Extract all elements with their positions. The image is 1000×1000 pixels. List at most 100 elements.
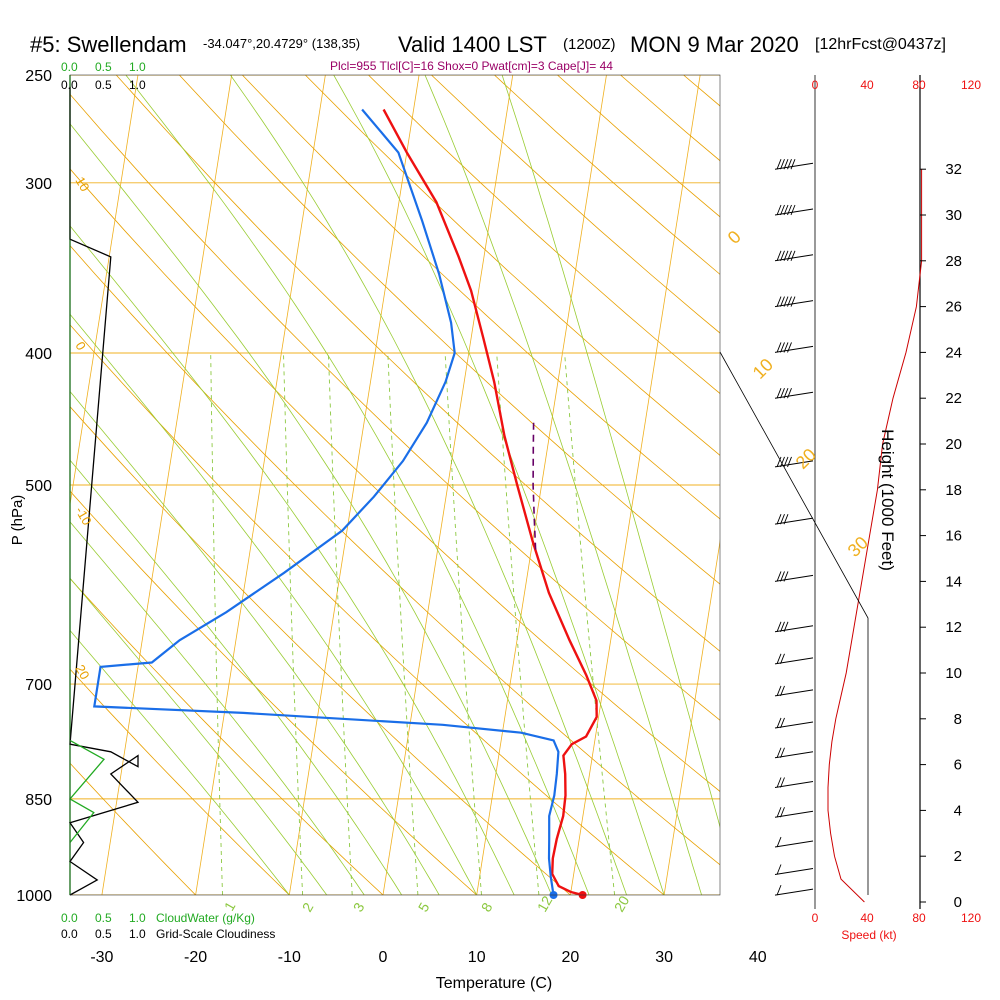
p-tick-400: 400: [25, 346, 52, 363]
panel-boundary: [719, 351, 869, 895]
wind-barb-7-flag-1: [780, 685, 785, 697]
moist-adiabat-2: [70, 459, 403, 895]
height-tick-4: 4: [954, 802, 962, 819]
wind-barb-7-flag-0: [776, 685, 782, 697]
height-axis-title: Height (1000 Feet): [878, 429, 897, 571]
wind-barb-4-flag-0: [776, 777, 782, 788]
height-tick-12: 12: [945, 619, 962, 636]
p-tick-250: 250: [25, 68, 52, 85]
wind-barb-5-flag-0: [776, 747, 782, 758]
mixing-ratio-label-1: 2: [299, 900, 317, 915]
moist-adiabat-22: [125, 75, 590, 895]
cloudwater-top-ticks: 0.0 0.5 1.0: [61, 60, 146, 74]
dry-adiabat--20: [70, 762, 196, 895]
x-axis-title: Temperature (C): [436, 975, 552, 992]
wind-barb-10-flag-1: [780, 571, 785, 582]
cl-bot-tick-0: 0.0: [61, 927, 78, 941]
clipped-grid: [70, 75, 720, 895]
dry-adiabat-90: [242, 75, 720, 520]
wind-barb-0: [774, 888, 814, 896]
mixing-ratio-label-3: 5: [415, 900, 433, 915]
cw-top-tick-0: 0.0: [61, 60, 78, 74]
wind-barb-9-flag-1: [780, 621, 785, 632]
wind-barb-14-flag-2: [783, 342, 789, 353]
dry-adiabat-label-2: -10: [72, 504, 94, 528]
dry-adiabat-40: [70, 245, 720, 866]
plot-frame: [69, 74, 721, 896]
height-tick-24: 24: [945, 344, 962, 361]
speed-bot-tick-2: 80: [912, 911, 926, 925]
height-tick-22: 22: [945, 390, 962, 407]
speed-bottom-ticks: 0 40 80 120 Speed (kt): [812, 911, 982, 942]
height-tick-28: 28: [945, 253, 962, 270]
forecast-date: MON 9 Mar 2020: [630, 32, 799, 57]
moist-adiabat--6: [70, 577, 328, 895]
wind-barb-8-flag-1: [780, 653, 785, 665]
moist-adiabat-38: [501, 75, 720, 829]
isotherm--20: [195, 75, 326, 895]
moist-adiabat-26: [230, 75, 627, 895]
wind-barb-16-flag-1: [780, 250, 785, 261]
wind-barb-12-flag-3: [787, 456, 792, 468]
moist-adiabat--10: [70, 629, 290, 895]
valid-time: Valid 1400 LST: [398, 32, 547, 57]
height-tick-14: 14: [945, 573, 962, 590]
wind-barb-13-flag-0: [776, 388, 782, 399]
height-tick-10: 10: [945, 665, 962, 682]
dry-adiabat-0: [70, 577, 384, 895]
wind-barb-11-flag-1: [780, 513, 785, 525]
cl-top-tick-2: 1.0: [129, 78, 146, 92]
wind-barb-0-flag-0: [776, 884, 782, 896]
x-tick-40: 40: [749, 949, 767, 966]
dry-adiabat-50: [70, 168, 720, 792]
cloudwater-label: CloudWater (g/Kg): [156, 911, 255, 925]
isotherm--10: [288, 75, 420, 895]
isotherm-label-30: 30: [844, 533, 872, 561]
wind-barb-17-flag-3: [787, 204, 792, 216]
moist-adiabat-14: [70, 225, 515, 895]
dry-adiabat-30: [70, 324, 665, 895]
wind-barb-16-flag-0: [776, 250, 782, 261]
speed-bot-tick-1: 40: [860, 911, 874, 925]
wind-barb-9-flag-0: [776, 621, 782, 632]
speed-bot-tick-0: 0: [812, 911, 819, 925]
moist-adiabat-34: [424, 75, 702, 895]
sounding-indices: Plcl=955 Tlcl[C]=16 Shox=0 Pwat[cm]=3 Ca…: [330, 59, 613, 73]
cl-bot-tick-2: 1.0: [129, 927, 146, 941]
series-temperature: [382, 108, 598, 897]
wind-barb-1-flag-0: [776, 864, 782, 875]
speed-top-tick-2: 80: [912, 78, 926, 92]
wind-barb-11-flag-0: [776, 513, 782, 525]
series-dewpoint: [93, 108, 560, 896]
height-tick-20: 20: [945, 436, 962, 453]
wind-speed-profile: [827, 169, 923, 903]
y-axis-title: P (hPa): [9, 495, 26, 546]
dry-adiabat-20: [70, 406, 571, 895]
wind-barb-15-flag-1: [780, 296, 785, 307]
x-tick--30: -30: [90, 949, 113, 966]
mixing-ratio-12: [496, 352, 540, 895]
height-tick-0: 0: [954, 894, 962, 911]
wind-barb-2-flag-0: [776, 836, 782, 848]
speed-top-tick-0: 0: [812, 78, 819, 92]
wind-barb-2: [774, 840, 814, 848]
mixing-ratio-label-4: 8: [478, 900, 496, 915]
wind-barb-18-flag-0: [776, 159, 782, 170]
wind-barb-3-flag-1: [780, 807, 785, 818]
wind-barb-17-flag-2: [783, 204, 789, 216]
mixing-ratio-label-6: 20: [611, 893, 633, 915]
dry-adiabat-10: [70, 490, 477, 895]
zulu-time: (1200Z): [563, 36, 616, 53]
mixing-ratio-2: [283, 352, 304, 895]
cl-top-tick-1: 0.5: [95, 78, 112, 92]
wind-barb-11-flag-2: [783, 513, 789, 525]
moist-adiabat-18: [70, 123, 553, 895]
mixing-ratio-8: [444, 352, 482, 895]
cloudwater-profile: [68, 739, 106, 843]
isotherm--40: [70, 75, 139, 508]
wind-barb-10-flag-0: [776, 571, 782, 582]
wind-barb-15-flag-2: [783, 296, 789, 307]
moist-adiabat--2: [70, 521, 365, 895]
cw-bot-tick-1: 0.5: [95, 911, 112, 925]
